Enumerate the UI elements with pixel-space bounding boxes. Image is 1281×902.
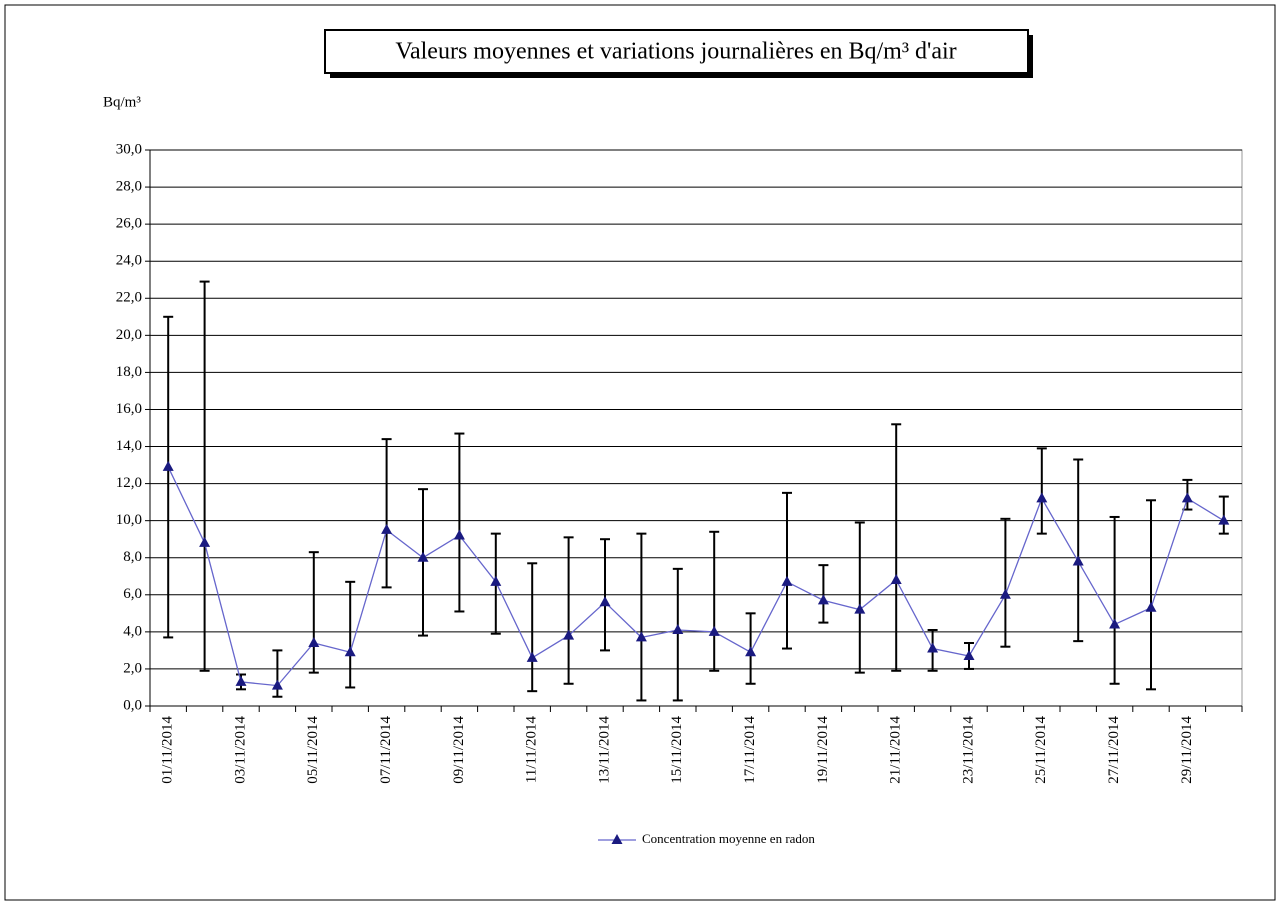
marker	[271, 679, 283, 690]
legend-marker	[611, 834, 623, 844]
marker	[854, 603, 866, 614]
y-tick-label: 16,0	[116, 401, 142, 417]
chart-border	[4, 4, 1276, 901]
y-tick-label: 6,0	[123, 586, 142, 602]
marker	[162, 460, 174, 471]
x-tick-label: 15/11/2014	[669, 716, 685, 784]
x-tick-label: 09/11/2014	[451, 716, 467, 784]
marker	[1109, 618, 1121, 629]
y-tick-label: 30,0	[116, 141, 142, 157]
marker	[235, 675, 247, 686]
marker	[417, 551, 429, 562]
marker	[1072, 555, 1084, 566]
y-tick-label: 18,0	[116, 364, 142, 380]
marker	[344, 646, 356, 657]
x-tick-label: 13/11/2014	[596, 716, 612, 784]
y-tick-label: 8,0	[123, 549, 142, 565]
chart-title: Valeurs moyennes et variations journaliè…	[395, 39, 956, 65]
title-box	[324, 29, 1029, 74]
marker	[1036, 492, 1048, 503]
y-tick-label: 20,0	[116, 327, 142, 343]
x-tick-label: 27/11/2014	[1106, 716, 1122, 784]
marker	[1181, 492, 1193, 503]
marker	[490, 575, 502, 586]
marker	[963, 649, 975, 660]
marker	[999, 588, 1011, 599]
x-tick-label: 03/11/2014	[232, 716, 248, 784]
marker	[381, 523, 393, 534]
x-tick-label: 01/11/2014	[160, 716, 176, 784]
x-tick-label: 05/11/2014	[305, 716, 321, 784]
marker	[1145, 601, 1157, 612]
marker	[453, 529, 465, 540]
x-tick-label: 11/11/2014	[524, 716, 540, 784]
x-tick-label: 17/11/2014	[742, 716, 758, 784]
marker	[708, 625, 720, 636]
y-tick-label: 22,0	[116, 290, 142, 306]
x-tick-label: 23/11/2014	[960, 716, 976, 784]
y-tick-label: 28,0	[116, 179, 142, 195]
marker	[563, 629, 575, 640]
y-tick-label: 26,0	[116, 216, 142, 232]
marker	[672, 624, 684, 635]
marker	[781, 575, 793, 586]
y-tick-label: 10,0	[116, 512, 142, 528]
y-tick-label: 12,0	[116, 475, 142, 491]
y-tick-label: 14,0	[116, 438, 142, 454]
y-tick-label: 4,0	[123, 623, 142, 639]
x-tick-label: 19/11/2014	[815, 716, 831, 784]
x-tick-label: 29/11/2014	[1179, 716, 1195, 784]
marker	[927, 642, 939, 653]
x-tick-label: 07/11/2014	[378, 716, 394, 784]
marker	[526, 651, 538, 662]
marker	[890, 573, 902, 584]
y-tick-label: 24,0	[116, 253, 142, 269]
legend-label: Concentration moyenne en radon	[642, 831, 815, 846]
marker	[745, 646, 757, 657]
marker	[599, 596, 611, 607]
x-tick-label: 25/11/2014	[1033, 716, 1049, 784]
marker	[635, 631, 647, 642]
marker	[1218, 514, 1230, 525]
y-tick-label: 0,0	[123, 697, 142, 713]
marker	[308, 636, 320, 647]
marker	[817, 594, 829, 605]
y-tick-label: 2,0	[123, 660, 142, 676]
y-axis-label: Bq/m³	[103, 94, 141, 110]
x-tick-label: 21/11/2014	[888, 716, 904, 784]
series-line	[167, 466, 1225, 687]
marker	[199, 536, 211, 547]
